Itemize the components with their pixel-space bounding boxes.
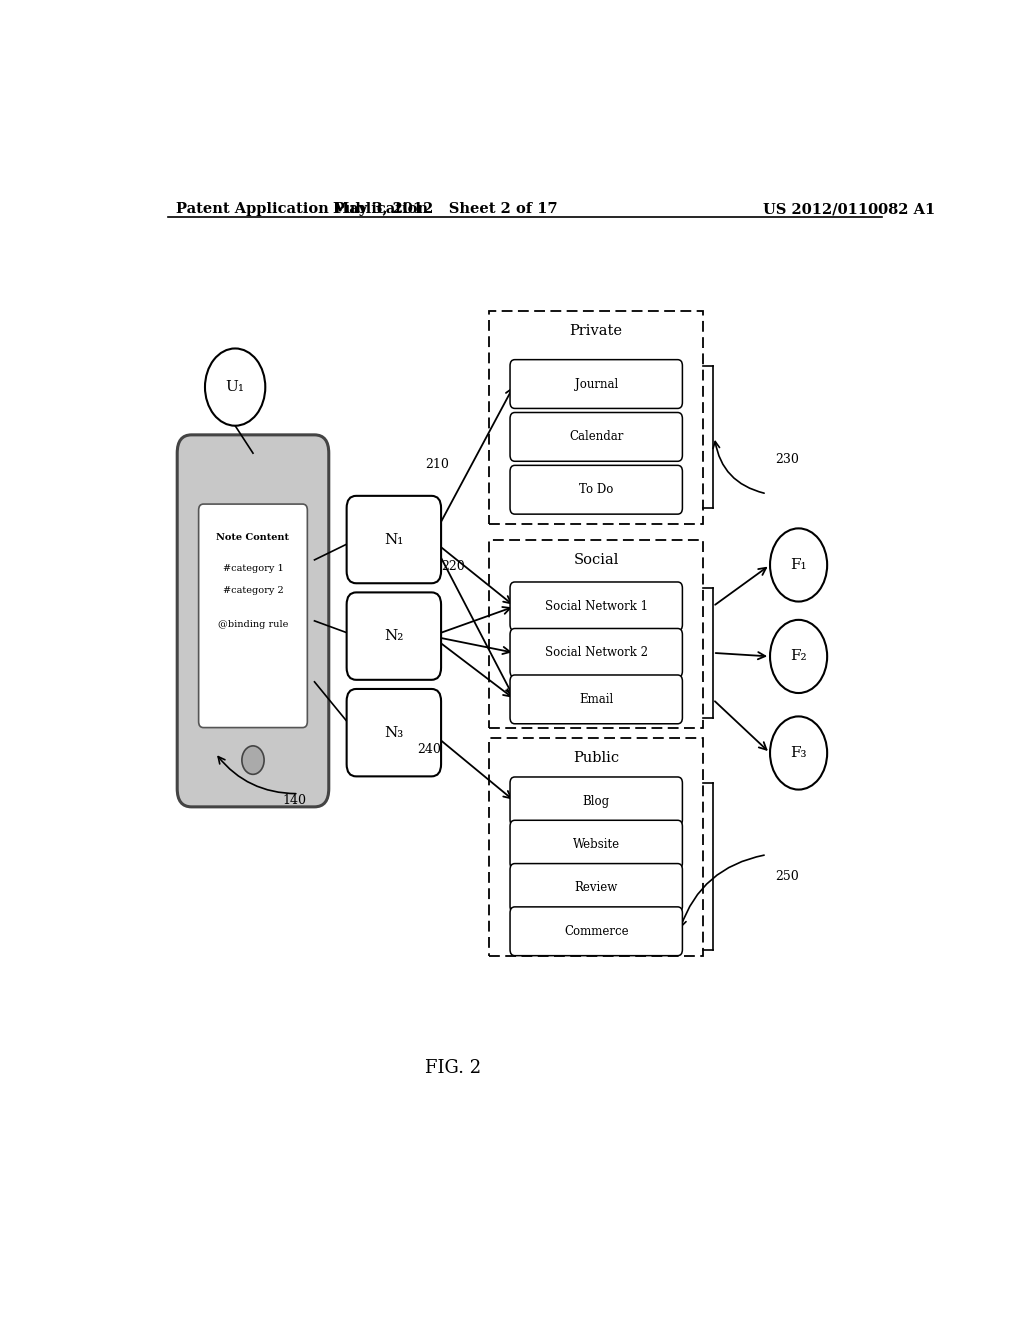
Text: Blog: Blog xyxy=(583,795,609,808)
FancyBboxPatch shape xyxy=(347,496,441,583)
FancyBboxPatch shape xyxy=(347,593,441,680)
FancyBboxPatch shape xyxy=(510,359,682,408)
Text: Patent Application Publication: Patent Application Publication xyxy=(176,202,428,216)
Bar xyxy=(489,540,703,727)
Text: Private: Private xyxy=(569,325,623,338)
FancyBboxPatch shape xyxy=(510,675,682,723)
Text: 210: 210 xyxy=(426,458,450,471)
Text: Social: Social xyxy=(573,553,618,566)
Text: Public: Public xyxy=(573,751,620,766)
Text: FIG. 2: FIG. 2 xyxy=(425,1059,481,1077)
Text: F₁: F₁ xyxy=(791,558,807,572)
Circle shape xyxy=(242,746,264,775)
FancyBboxPatch shape xyxy=(177,434,329,807)
FancyBboxPatch shape xyxy=(510,863,682,912)
Text: 230: 230 xyxy=(775,453,799,466)
Text: Website: Website xyxy=(572,838,620,851)
Text: F₃: F₃ xyxy=(791,746,807,760)
Text: #category 1: #category 1 xyxy=(222,564,284,573)
FancyBboxPatch shape xyxy=(510,466,682,515)
Text: N₁: N₁ xyxy=(384,532,403,546)
FancyBboxPatch shape xyxy=(510,413,682,461)
Text: Journal: Journal xyxy=(574,378,617,391)
Text: #category 2: #category 2 xyxy=(222,586,284,595)
FancyBboxPatch shape xyxy=(510,582,682,631)
Circle shape xyxy=(770,717,827,789)
Text: Review: Review xyxy=(574,882,617,895)
Circle shape xyxy=(770,620,827,693)
FancyBboxPatch shape xyxy=(510,628,682,677)
Bar xyxy=(489,738,703,956)
Text: Calendar: Calendar xyxy=(569,430,624,444)
Circle shape xyxy=(770,528,827,602)
Text: To Do: To Do xyxy=(579,483,613,496)
FancyBboxPatch shape xyxy=(510,777,682,826)
Text: N₂: N₂ xyxy=(384,630,403,643)
Text: @binding rule: @binding rule xyxy=(218,620,288,628)
Text: U₁: U₁ xyxy=(225,380,245,395)
Text: US 2012/0110082 A1: US 2012/0110082 A1 xyxy=(763,202,935,216)
Text: F₂: F₂ xyxy=(791,649,807,664)
Text: Commerce: Commerce xyxy=(564,925,629,937)
Text: Email: Email xyxy=(580,693,613,706)
Text: 250: 250 xyxy=(775,870,799,883)
Text: Social Network 1: Social Network 1 xyxy=(545,599,648,612)
FancyBboxPatch shape xyxy=(199,504,307,727)
Text: May 3, 2012   Sheet 2 of 17: May 3, 2012 Sheet 2 of 17 xyxy=(333,202,558,216)
Text: 220: 220 xyxy=(441,560,465,573)
Text: 140: 140 xyxy=(283,793,307,807)
FancyBboxPatch shape xyxy=(510,907,682,956)
Text: N₃: N₃ xyxy=(384,726,403,739)
FancyBboxPatch shape xyxy=(510,820,682,869)
Text: Note Content: Note Content xyxy=(216,532,290,541)
FancyBboxPatch shape xyxy=(347,689,441,776)
Text: Social Network 2: Social Network 2 xyxy=(545,647,648,660)
Text: 240: 240 xyxy=(418,743,441,756)
Bar xyxy=(489,312,703,524)
Circle shape xyxy=(205,348,265,426)
